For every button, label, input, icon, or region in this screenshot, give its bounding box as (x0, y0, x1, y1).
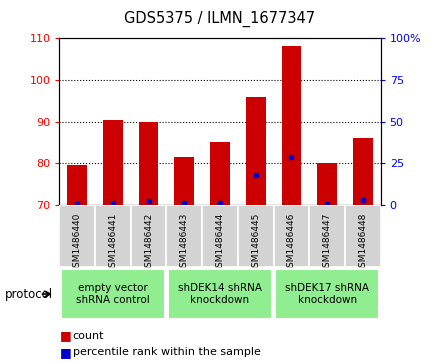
Text: empty vector
shRNA control: empty vector shRNA control (76, 283, 150, 305)
Bar (238, 205, 274, 267)
Bar (67, 166, 87, 205)
Bar (274, 205, 309, 267)
Bar (103, 119, 123, 205)
Text: GSM1486443: GSM1486443 (180, 212, 189, 273)
Bar (317, 163, 337, 205)
Text: GSM1486447: GSM1486447 (323, 212, 332, 273)
Text: ■: ■ (59, 329, 71, 342)
Bar (95, 205, 131, 267)
Bar (210, 142, 230, 205)
Bar (139, 122, 158, 205)
Text: GSM1486441: GSM1486441 (108, 212, 117, 273)
Bar (131, 205, 166, 267)
Bar (168, 269, 272, 319)
Text: shDEK14 shRNA
knockdown: shDEK14 shRNA knockdown (178, 283, 262, 305)
Text: GSM1486442: GSM1486442 (144, 212, 153, 273)
Text: shDEK17 shRNA
knockdown: shDEK17 shRNA knockdown (285, 283, 369, 305)
Bar (246, 97, 265, 205)
Bar (202, 205, 238, 267)
Text: GSM1486446: GSM1486446 (287, 212, 296, 273)
Bar (345, 205, 381, 267)
Text: percentile rank within the sample: percentile rank within the sample (73, 347, 260, 357)
Bar (61, 269, 165, 319)
Bar (275, 269, 379, 319)
Text: GDS5375 / ILMN_1677347: GDS5375 / ILMN_1677347 (125, 11, 315, 27)
Text: GSM1486445: GSM1486445 (251, 212, 260, 273)
Bar (166, 205, 202, 267)
Text: GSM1486444: GSM1486444 (216, 212, 224, 273)
Bar (175, 157, 194, 205)
Bar (59, 205, 95, 267)
Bar (309, 205, 345, 267)
Text: GSM1486440: GSM1486440 (73, 212, 82, 273)
Bar (282, 46, 301, 205)
Text: GSM1486448: GSM1486448 (358, 212, 367, 273)
Text: ■: ■ (59, 346, 71, 359)
Text: protocol: protocol (4, 287, 52, 301)
Text: count: count (73, 331, 104, 341)
Bar (353, 138, 373, 205)
